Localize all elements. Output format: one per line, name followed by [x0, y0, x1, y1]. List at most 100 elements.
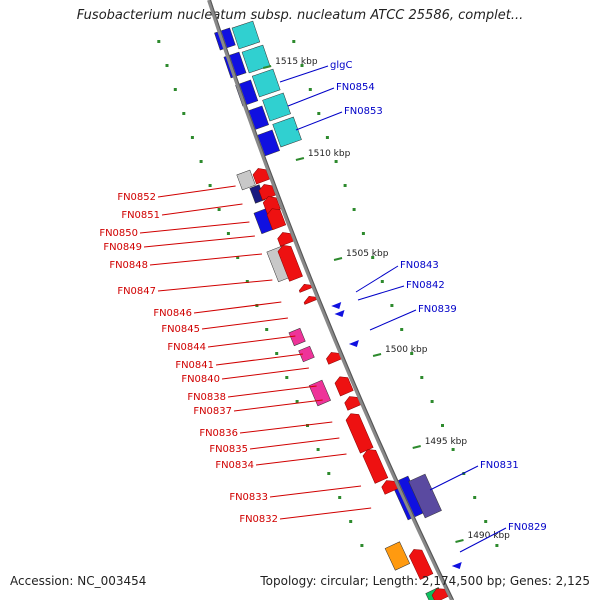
reverse-gene-label: FN0845 — [161, 324, 200, 335]
tick-label: 1515 kbp — [275, 57, 318, 67]
left-guide-dot — [338, 496, 342, 499]
forward-gene-label: glgC — [330, 60, 352, 71]
reverse-gene-label: FN0832 — [239, 514, 278, 525]
tick-marks: 1515 kbp 1510 kbp 1505 kbp 1500 kbp 1495 kbp… — [262, 57, 510, 543]
gene-block — [408, 473, 442, 519]
right-guide-dot — [420, 376, 424, 379]
forward-leader-line — [459, 527, 507, 553]
reverse-leader-line — [215, 353, 304, 366]
left-guide-dot — [173, 88, 177, 91]
right-guide-dot — [400, 328, 404, 331]
right-guide-dot — [292, 40, 296, 43]
left-guide-dot — [208, 184, 212, 187]
right-guide-dot — [325, 136, 329, 139]
reverse-gene-label: FN0847 — [117, 286, 156, 297]
right-guide-dot — [300, 64, 304, 67]
reverse-leader-line — [207, 335, 296, 348]
right-guide-dot — [371, 256, 375, 259]
accession-text: Accession: NC_003454 — [10, 574, 147, 588]
reverse-leader-line — [149, 253, 263, 266]
blue-arrowhead — [334, 310, 345, 317]
map-title: Fusobacterium nucleatum subsp. nucleatum… — [76, 8, 524, 23]
blue-arrowhead — [451, 562, 462, 569]
tick-mark — [412, 445, 421, 449]
forward-leader-line — [287, 87, 335, 107]
left-guide-dot — [226, 232, 230, 235]
tick-label: 1510 kbp — [308, 149, 351, 159]
reverse-gene-label: FN0844 — [167, 342, 206, 353]
dotted-guides — [157, 40, 499, 547]
forward-leader-line — [279, 65, 329, 83]
red-arrow-gene — [266, 208, 287, 231]
left-guide-dot — [157, 40, 161, 43]
reverse-gene-label: FN0835 — [209, 444, 248, 455]
reverse-gene-label: FN0837 — [193, 406, 232, 417]
left-guide-dot — [349, 520, 353, 523]
right-guide-dot — [441, 424, 444, 427]
forward-leader-line — [355, 265, 399, 293]
forward-leader-line — [295, 111, 343, 131]
right-guide-dot — [334, 160, 338, 163]
forward-gene-label: FN0843 — [400, 260, 439, 271]
left-guide-dot — [275, 352, 279, 355]
right-guide-dot — [343, 184, 347, 187]
left-guide-dot — [245, 280, 249, 283]
reverse-leader-line — [157, 185, 236, 198]
gene-block — [298, 345, 315, 363]
left-guide-dot — [217, 208, 221, 211]
reverse-leader-line — [193, 301, 282, 314]
gene-block — [272, 116, 302, 148]
right-guide-dot — [430, 400, 434, 403]
left-guide-dot — [295, 400, 299, 403]
reverse-leader-line — [143, 235, 255, 248]
backbone-shadow — [210, 0, 454, 600]
left-guide-dot — [165, 64, 169, 67]
red-arrow-gene — [345, 413, 374, 454]
right-guide-dot — [484, 520, 488, 523]
red-arrow-gene — [408, 549, 434, 580]
gene-labels: glgC FN0854 FN0853 FN0843 FN0842 FN0839 FN0831… — [99, 60, 547, 553]
forward-gene-label: FN0854 — [336, 82, 375, 93]
reverse-leader-line — [279, 507, 372, 520]
forward-gene-label: FN0829 — [508, 522, 547, 533]
right-guide-dot — [361, 232, 365, 235]
backbone — [207, 0, 454, 600]
forward-leader-line — [357, 285, 405, 301]
right-guide-dot — [495, 544, 499, 547]
blue-arrowhead — [348, 340, 359, 347]
gene-block — [231, 20, 261, 50]
reverse-leader-line — [255, 453, 347, 466]
right-guide-dot — [410, 352, 414, 355]
reverse-leader-line — [269, 485, 362, 498]
right-guide-dot — [390, 304, 394, 307]
gene-block — [288, 327, 306, 347]
left-guide-dot — [360, 544, 364, 547]
right-guide-dot — [308, 88, 312, 91]
reverse-leader-line — [161, 203, 243, 216]
left-guide-dot — [182, 112, 186, 115]
forward-gene-label: FN0842 — [406, 280, 445, 291]
right-guide-dot — [473, 496, 477, 499]
reverse-gene-label: FN0833 — [229, 492, 268, 503]
forward-gene-label: FN0839 — [418, 304, 457, 315]
gene-block — [384, 541, 411, 571]
reverse-leader-line — [221, 367, 309, 380]
gene-block — [262, 92, 291, 122]
left-guide-dot — [199, 160, 203, 163]
tick-mark — [372, 353, 382, 357]
reverse-gene-label: FN0840 — [181, 374, 220, 385]
blue-arrowhead — [331, 302, 342, 309]
reverse-gene-label: FN0841 — [175, 360, 214, 371]
reverse-gene-label: FN0846 — [153, 308, 192, 319]
tick-mark — [262, 65, 272, 69]
tick-label: 1495 kbp — [425, 437, 468, 447]
topology-text: Topology: circular; Length: 2,174,500 bp… — [260, 574, 590, 588]
right-guide-dot — [380, 280, 384, 283]
left-guide-dot — [306, 424, 309, 427]
reverse-gene-label: FN0852 — [117, 192, 156, 203]
red-arrow-gene — [362, 449, 389, 484]
right-guide-dot — [352, 208, 356, 211]
gene-block — [308, 379, 331, 407]
reverse-leader-line — [249, 437, 340, 450]
